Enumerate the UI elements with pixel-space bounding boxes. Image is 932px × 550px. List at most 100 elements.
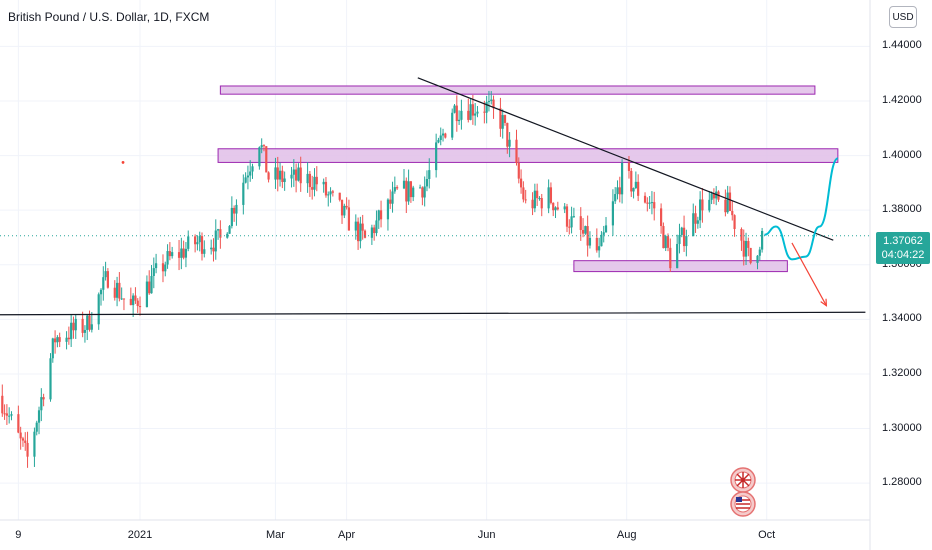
candle-body [614, 194, 617, 202]
candle-layer [1, 90, 764, 468]
candle-body [570, 216, 573, 228]
candle-body [749, 247, 752, 263]
candle-body [200, 236, 204, 254]
candle-body [295, 169, 298, 181]
candle-body [196, 242, 199, 245]
candle-body [58, 337, 61, 342]
bullish-projection-path [764, 157, 839, 261]
candle-body [455, 105, 458, 122]
trendline [0, 311, 866, 316]
candle-body [405, 180, 408, 202]
candle-body [56, 337, 59, 343]
candle-body [184, 248, 188, 258]
y-tick-label: 1.42000 [882, 93, 922, 106]
candle-body [33, 431, 36, 457]
candle-body [441, 133, 445, 136]
candle-body [148, 281, 151, 294]
candle-body [492, 99, 495, 109]
candle-body [724, 199, 727, 213]
candle-body [354, 221, 357, 231]
candle-body [710, 193, 713, 200]
candle-body [180, 248, 183, 258]
candle-body [154, 263, 158, 269]
candle-body [331, 191, 334, 193]
candle-body [611, 201, 615, 226]
candle-body [182, 248, 185, 258]
candle-body [467, 110, 470, 120]
candle-body [230, 207, 233, 227]
candle-body [506, 122, 509, 147]
candle-body [499, 108, 502, 129]
candle-body [379, 210, 383, 220]
candle-body [3, 413, 6, 415]
x-tick-label: Oct [758, 529, 776, 541]
candle-body [476, 111, 479, 114]
candle-body [345, 205, 348, 208]
candle-body [588, 237, 592, 246]
candle-body [122, 298, 126, 300]
y-tick-label: 1.40000 [882, 148, 922, 161]
candle-body [660, 208, 663, 227]
candle-body [21, 438, 25, 441]
candle-body [616, 187, 619, 195]
candle-body [439, 135, 442, 140]
candle-body [24, 440, 27, 443]
candle-body [194, 236, 197, 245]
y-tick-label: 1.44000 [882, 39, 922, 52]
candle-body [758, 249, 761, 256]
candle-body [552, 202, 555, 211]
x-tick-label: Aug [616, 529, 637, 541]
candle-body [460, 110, 463, 120]
candle-body [97, 294, 100, 325]
candle-body [386, 199, 390, 220]
x-tick-label: 9 [15, 529, 22, 541]
candle-body [42, 397, 45, 400]
candle-body [132, 295, 135, 306]
candle-body [281, 170, 284, 182]
candle-body [696, 220, 699, 224]
zone-layer [217, 85, 839, 273]
candle-body [311, 187, 314, 190]
candle-body [359, 223, 362, 242]
candle-body [458, 119, 461, 122]
chart-title: British Pound / U.S. Dollar, 1D, FXCM [8, 10, 210, 24]
candle-body [643, 195, 647, 203]
candle-body [171, 252, 174, 257]
candle-body [396, 187, 399, 189]
candle-body [423, 186, 426, 198]
candle-body [540, 198, 543, 209]
candle-body [308, 173, 311, 188]
candle-body [265, 146, 268, 173]
candle-body [228, 226, 231, 234]
candle-body [503, 115, 507, 123]
candle-body [515, 139, 518, 163]
candle-body [152, 268, 155, 276]
candle-body [490, 99, 493, 101]
bearish-arrow-head [820, 298, 828, 307]
candle-body [242, 182, 245, 205]
candle-body [233, 207, 236, 214]
candle-body [568, 226, 571, 228]
candle-body [391, 191, 394, 204]
candle-body [161, 263, 165, 272]
candle-body [627, 162, 631, 171]
candle-body [712, 193, 716, 199]
candle-body [377, 210, 380, 221]
x-tick-label: Jun [477, 529, 496, 541]
candle-body [347, 207, 351, 231]
candle-body [26, 442, 29, 457]
candle-body [581, 229, 585, 234]
currency-button[interactable]: USD [889, 6, 917, 28]
candle-body [136, 300, 139, 306]
candle-body [198, 236, 201, 243]
x-tick-label: 2021 [127, 529, 153, 541]
candle-body [565, 206, 569, 227]
candle-body [389, 199, 392, 204]
candle-body [444, 133, 447, 138]
candle-body [522, 187, 525, 200]
candle-body [278, 170, 282, 180]
candle-body [214, 230, 217, 252]
candle-body [634, 181, 637, 189]
candle-body [235, 204, 238, 214]
y-tick-label: 1.34000 [882, 312, 922, 325]
